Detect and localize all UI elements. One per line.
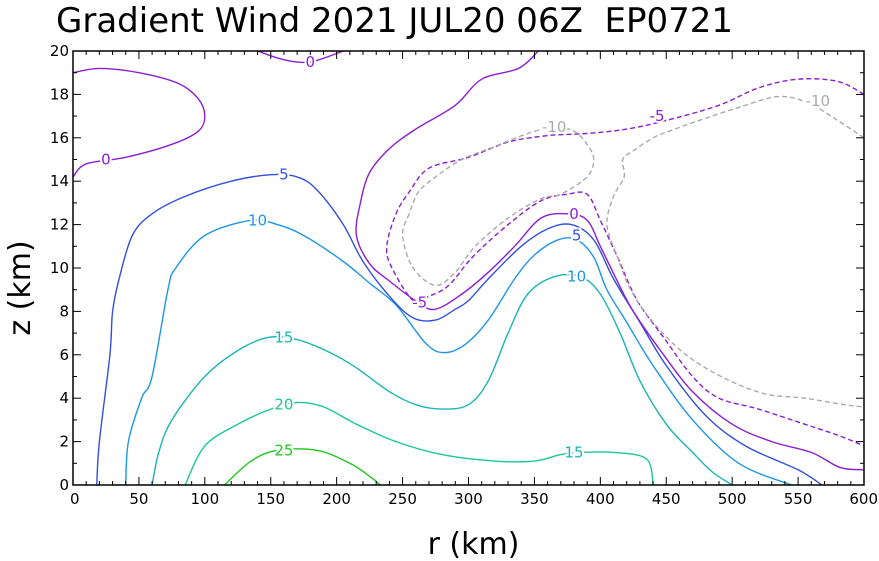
- y-tick-label: 20: [50, 42, 69, 60]
- contour-line-0: [355, 51, 864, 471]
- x-axis-label: r (km): [428, 527, 520, 561]
- x-tick-label: 550: [784, 490, 813, 508]
- contour-line-15: [151, 273, 733, 485]
- x-tick-label: 100: [191, 490, 220, 508]
- contour-line-5: [96, 173, 823, 485]
- x-tick-label: 150: [256, 490, 285, 508]
- y-axis-label: z (km): [3, 240, 38, 335]
- y-tick-label: 10: [50, 259, 69, 277]
- contour-label-layer: 25 20 15 15 10 10 5 5 0 0 0 -5 -5 -10 -10: [99, 51, 832, 464]
- x-tick-label: 300: [454, 490, 483, 508]
- contour-label: -10: [542, 118, 567, 136]
- x-tick-label: 400: [586, 490, 615, 508]
- contour-layer: [73, 51, 864, 485]
- contour-line-20: [184, 401, 654, 485]
- y-tick-label: 12: [50, 216, 69, 234]
- contour-label: 15: [274, 328, 293, 346]
- contour-label: 0: [306, 53, 316, 71]
- contour-label: -10: [806, 92, 831, 110]
- contour-line-25: [224, 448, 381, 485]
- contour-line-0: [73, 67, 206, 178]
- y-tick-label: 0: [59, 476, 69, 494]
- contour-line-10: [125, 219, 792, 485]
- x-tick-label: 350: [520, 490, 549, 508]
- contour-label: -5: [650, 107, 665, 125]
- contour-label: -5: [412, 294, 427, 312]
- contour-line-0: [257, 51, 344, 64]
- contour-line-neg10: [401, 126, 595, 287]
- y-tick-label: 18: [50, 85, 69, 103]
- y-tick-label: 16: [50, 129, 69, 147]
- plot-frame: [72, 50, 865, 486]
- contour-line-neg5: [385, 78, 864, 447]
- y-tick-label: 14: [50, 172, 69, 190]
- x-tick-label: 200: [322, 490, 351, 508]
- x-tick-label: 600: [849, 490, 878, 508]
- contour-label: 0: [101, 151, 111, 169]
- contour-label: 0: [569, 205, 579, 223]
- contour-label: 5: [572, 226, 582, 244]
- contour-label: 15: [564, 443, 583, 461]
- contour-label: 10: [248, 211, 267, 229]
- y-tick-label: 8: [59, 302, 69, 320]
- x-tick-label: 450: [652, 490, 681, 508]
- x-tick-label: 0: [70, 490, 80, 508]
- contour-line-neg10: [606, 95, 864, 408]
- contour-label: 25: [274, 441, 293, 459]
- x-tick-label: 500: [718, 490, 747, 508]
- chart-title: Gradient Wind 2021 JUL20 06Z EP0721: [56, 1, 733, 41]
- contour-label: 20: [274, 396, 293, 414]
- x-tick-label: 250: [388, 490, 417, 508]
- y-tick-label: 6: [59, 346, 69, 364]
- axis-ticks: 0 50 100 150 200 250 300 350 400 450 500 550 6000246…: [50, 42, 878, 508]
- contour-label: 5: [279, 166, 289, 184]
- y-tick-label: 2: [59, 433, 69, 451]
- y-tick-label: 4: [59, 389, 69, 407]
- contour-label: 10: [567, 268, 586, 286]
- x-tick-label: 50: [129, 490, 148, 508]
